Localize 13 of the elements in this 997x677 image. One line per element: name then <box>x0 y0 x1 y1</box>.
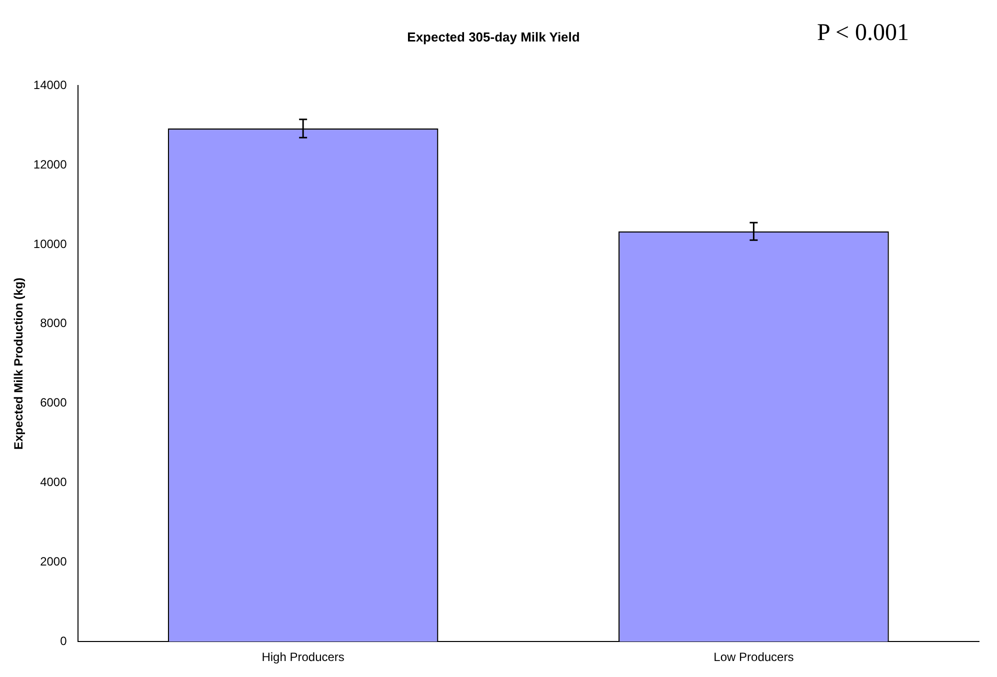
y-tick-label: 14000 <box>33 78 68 92</box>
y-tick-label: 4000 <box>40 475 68 490</box>
y-tick-label: 10000 <box>33 236 68 251</box>
x-tick-label: High Producers <box>262 650 344 664</box>
y-tick-label: 6000 <box>40 396 68 410</box>
y-axis-title: Expected Milk Production (kg) <box>12 278 26 450</box>
text: P < 0.001 <box>817 20 909 47</box>
y-tick-label: 2000 <box>40 554 68 568</box>
y-tick-label: 12000 <box>33 157 68 172</box>
chart-title: Expected 305-day Milk Yield <box>407 29 580 44</box>
x-tick-label: Low Producers <box>714 650 794 664</box>
y-tick-label: 8000 <box>40 316 68 330</box>
y-tick-label: 0 <box>60 634 68 648</box>
